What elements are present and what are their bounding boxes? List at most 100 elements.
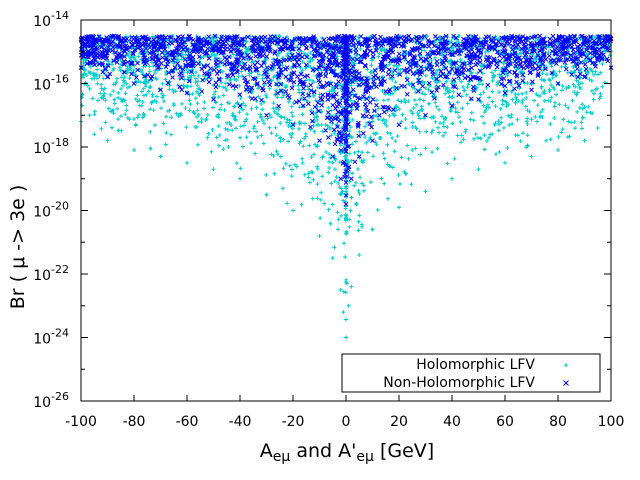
data-point — [476, 49, 481, 54]
data-point — [221, 147, 226, 152]
data-point — [365, 88, 371, 94]
data-point — [330, 202, 335, 207]
data-point — [338, 143, 343, 148]
data-point — [105, 138, 110, 143]
data-point — [86, 48, 91, 54]
data-point — [549, 83, 554, 88]
data-point — [355, 122, 361, 128]
data-point — [471, 84, 476, 90]
data-point — [403, 100, 408, 105]
data-point — [289, 38, 295, 44]
data-point — [505, 62, 510, 68]
data-point — [308, 50, 313, 55]
data-point — [451, 61, 456, 67]
data-point — [346, 160, 351, 165]
data-point — [335, 109, 341, 115]
data-point — [529, 117, 534, 122]
data-point — [255, 119, 260, 124]
data-point — [243, 119, 248, 124]
data-point — [433, 100, 438, 105]
data-point — [251, 35, 257, 40]
data-point — [150, 34, 155, 39]
data-point — [435, 45, 441, 51]
data-point — [507, 122, 512, 127]
data-point — [364, 114, 369, 119]
data-point — [513, 95, 518, 100]
data-point — [124, 81, 129, 86]
data-point — [290, 114, 295, 119]
data-point — [309, 155, 314, 160]
data-point — [268, 49, 273, 54]
data-point — [325, 97, 331, 102]
data-point — [359, 159, 364, 164]
data-point — [450, 94, 455, 99]
data-point — [321, 37, 327, 43]
data-point — [506, 56, 512, 62]
data-point — [358, 41, 364, 46]
data-point — [513, 133, 518, 138]
data-point — [267, 82, 273, 88]
data-point — [548, 78, 553, 83]
data-point — [213, 84, 219, 90]
data-point — [292, 56, 298, 62]
data-point — [129, 38, 134, 44]
data-point — [365, 150, 370, 155]
data-point — [364, 76, 369, 81]
data-point — [486, 135, 491, 140]
data-point — [430, 150, 435, 155]
data-point — [356, 154, 362, 159]
data-point — [560, 127, 565, 132]
data-point — [349, 195, 354, 200]
data-point — [160, 95, 165, 100]
data-point — [575, 109, 580, 114]
data-point — [358, 46, 363, 51]
data-point — [188, 84, 193, 89]
data-point — [410, 82, 416, 88]
data-point — [341, 289, 346, 294]
data-point — [337, 74, 342, 79]
data-point — [343, 192, 349, 198]
data-point — [291, 79, 297, 85]
data-point — [114, 80, 119, 85]
data-point — [314, 115, 319, 120]
data-point — [333, 91, 339, 97]
data-point — [311, 152, 316, 157]
data-point — [459, 69, 464, 75]
data-point — [332, 167, 337, 172]
data-point — [305, 73, 310, 79]
data-point — [218, 59, 223, 65]
data-point — [403, 126, 408, 131]
data-point — [250, 76, 256, 81]
data-point — [340, 105, 345, 110]
data-point — [443, 91, 448, 96]
data-point — [370, 138, 375, 144]
data-point — [417, 129, 422, 134]
data-point — [443, 116, 448, 121]
data-point — [284, 57, 289, 63]
data-point — [217, 56, 222, 61]
data-point — [141, 111, 146, 116]
data-point — [275, 53, 280, 58]
data-point — [202, 74, 207, 79]
data-point — [452, 49, 458, 55]
data-point — [298, 71, 304, 77]
data-point — [196, 86, 201, 91]
data-point — [455, 100, 460, 105]
data-point — [154, 99, 159, 104]
data-point — [127, 76, 132, 81]
data-point — [118, 68, 123, 73]
data-point — [318, 51, 323, 57]
data-point — [485, 102, 490, 107]
data-point — [523, 104, 528, 109]
data-point — [146, 89, 151, 94]
data-point — [275, 95, 280, 100]
data-point — [589, 88, 594, 93]
data-point — [111, 89, 116, 94]
data-point — [288, 78, 293, 83]
data-point — [214, 135, 219, 140]
data-point — [386, 40, 391, 46]
data-point — [238, 48, 243, 54]
data-point — [408, 38, 414, 44]
data-point — [289, 85, 295, 91]
data-point — [128, 56, 133, 61]
